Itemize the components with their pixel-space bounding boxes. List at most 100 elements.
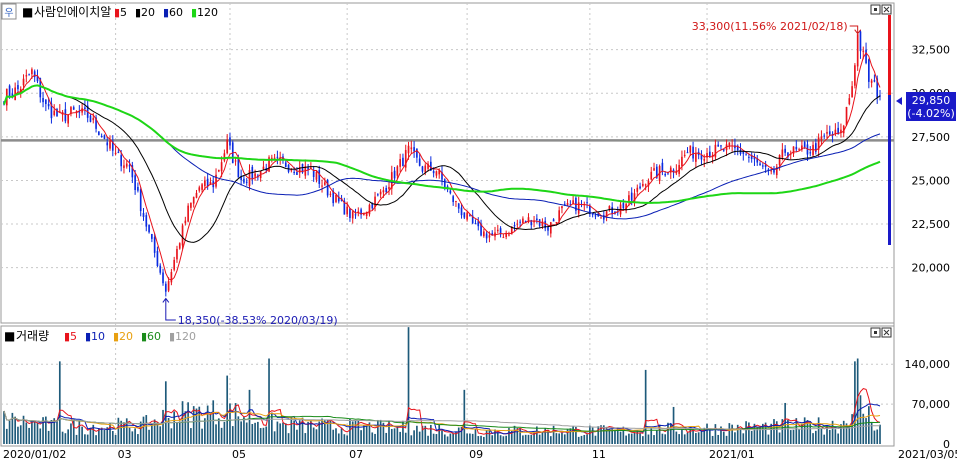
volume-bar bbox=[28, 427, 30, 444]
volume-bar bbox=[778, 432, 781, 444]
volume-bar bbox=[806, 420, 809, 444]
candle-body bbox=[354, 214, 357, 216]
volume-bar bbox=[642, 436, 644, 444]
volume-bar bbox=[273, 431, 276, 444]
volume-title: 거래량 bbox=[16, 329, 49, 343]
volume-bar bbox=[254, 422, 256, 444]
candle-body bbox=[293, 171, 295, 173]
candle-body bbox=[413, 147, 415, 152]
candle-body bbox=[566, 202, 569, 206]
candle-body bbox=[240, 176, 242, 180]
candle-body bbox=[594, 215, 597, 217]
candle-body bbox=[469, 214, 471, 216]
candle-body bbox=[379, 191, 382, 195]
price-ma-120-line bbox=[3, 84, 881, 204]
legend-label: 20 bbox=[141, 6, 155, 19]
candle-body bbox=[522, 218, 524, 223]
volume-bar bbox=[335, 428, 337, 444]
candle-body bbox=[530, 220, 533, 226]
volume-bar bbox=[775, 421, 778, 444]
candle-body bbox=[229, 137, 231, 146]
volume-bar bbox=[683, 434, 686, 444]
volume-bar bbox=[809, 423, 812, 444]
volume-bar bbox=[287, 433, 290, 444]
volume-bar bbox=[483, 436, 485, 444]
candle-body bbox=[862, 50, 865, 52]
candle-body bbox=[516, 223, 519, 225]
volume-bar bbox=[625, 435, 627, 444]
volume-bar bbox=[276, 421, 279, 444]
candle-body bbox=[728, 142, 731, 147]
candle-body bbox=[717, 144, 720, 147]
candle-body bbox=[206, 178, 209, 187]
volume-bar bbox=[148, 429, 150, 444]
candle-body bbox=[502, 237, 505, 239]
volume-bar bbox=[823, 434, 826, 444]
x-tick: 09 bbox=[469, 448, 483, 461]
volume-bar bbox=[92, 424, 95, 444]
candle-body bbox=[681, 156, 683, 166]
candle-body bbox=[396, 166, 399, 176]
volume-bar bbox=[767, 434, 770, 444]
volume-bar bbox=[828, 429, 831, 444]
candle-body bbox=[100, 135, 103, 137]
volume-bar bbox=[223, 421, 226, 444]
volume-bar bbox=[17, 426, 19, 444]
volume-bar bbox=[870, 422, 873, 444]
volume-bar bbox=[856, 358, 859, 444]
candle-body bbox=[664, 173, 667, 176]
volume-y-tick: 0 bbox=[943, 438, 950, 451]
candle-body bbox=[480, 223, 482, 236]
volume-bar bbox=[826, 425, 828, 444]
candle-body bbox=[106, 142, 109, 146]
volume-bar bbox=[64, 433, 67, 444]
volume-bar bbox=[505, 435, 507, 444]
volume-bar bbox=[192, 406, 195, 444]
volume-bar bbox=[50, 420, 53, 444]
volume-bar bbox=[717, 434, 720, 444]
candle-body bbox=[109, 140, 111, 149]
candle-body bbox=[131, 165, 134, 178]
volume-bar bbox=[310, 420, 312, 444]
volume-bar bbox=[628, 433, 630, 444]
candle-body bbox=[756, 158, 759, 163]
volume-bar bbox=[647, 434, 650, 444]
volume-bar bbox=[22, 415, 25, 444]
collapse-toggle-icon[interactable] bbox=[1, 3, 17, 20]
volume-bar bbox=[714, 424, 717, 444]
volume-bar bbox=[98, 428, 100, 444]
candle-body bbox=[748, 156, 750, 158]
volume-bar bbox=[379, 419, 382, 444]
candle-body bbox=[402, 157, 404, 167]
volume-bar bbox=[480, 435, 482, 444]
candle-body bbox=[326, 179, 329, 196]
candle-body bbox=[625, 203, 627, 211]
volume-bar bbox=[70, 423, 72, 444]
price-scale-up-bar bbox=[888, 15, 891, 95]
candle-body bbox=[234, 160, 237, 162]
volume-bar bbox=[5, 428, 8, 444]
volume-bar bbox=[686, 432, 689, 444]
low-annotation: 18,350(-38.53% 2020/03/19) bbox=[178, 314, 338, 327]
candle-body bbox=[842, 125, 845, 134]
volume-bar bbox=[84, 434, 86, 444]
volume-bar bbox=[644, 369, 647, 444]
candle-body bbox=[351, 211, 354, 219]
volume-bar bbox=[284, 423, 287, 444]
volume-bar bbox=[206, 405, 209, 444]
x-tick: 2020/01/02 bbox=[3, 448, 66, 461]
volume-bar bbox=[209, 413, 212, 444]
candle-body bbox=[876, 78, 879, 98]
volume-bar bbox=[388, 420, 390, 444]
volume-bar bbox=[351, 421, 354, 444]
volume-bar bbox=[589, 425, 591, 444]
candle-body bbox=[47, 103, 50, 107]
volume-bar bbox=[374, 433, 376, 444]
candle-body bbox=[181, 225, 184, 246]
volume-bar bbox=[435, 434, 438, 444]
volume-bar bbox=[413, 430, 415, 444]
candle-body bbox=[385, 187, 388, 193]
candle-body bbox=[273, 157, 276, 159]
volume-bar bbox=[477, 436, 480, 444]
candle-body bbox=[533, 221, 535, 223]
